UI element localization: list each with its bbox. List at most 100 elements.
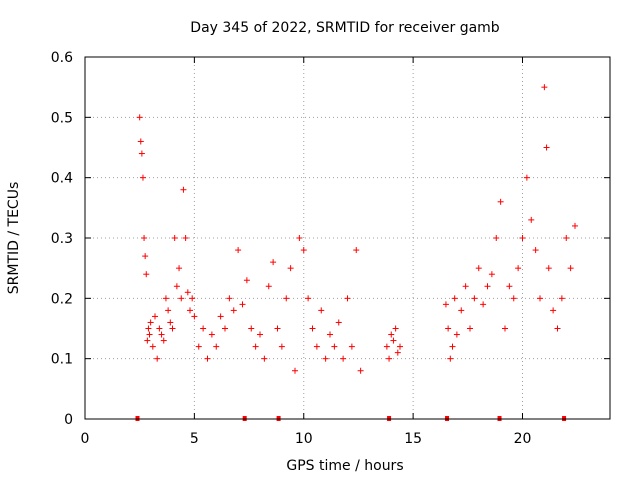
data-point <box>230 307 237 314</box>
data-point <box>156 325 163 332</box>
data-point <box>313 343 320 350</box>
x-tick-label: 5 <box>190 431 199 447</box>
data-point <box>154 355 161 362</box>
data-point <box>278 343 285 350</box>
data-point <box>141 235 148 241</box>
data-point <box>239 301 246 308</box>
data-point <box>451 295 458 302</box>
data-point <box>226 295 233 302</box>
data-point <box>480 301 487 308</box>
data-point <box>287 265 294 272</box>
data-point <box>502 325 508 332</box>
data-point <box>187 307 193 314</box>
y-tick-label: 0.1 <box>51 352 73 368</box>
plot-frame <box>84 56 611 420</box>
y-tick-label: 0 <box>64 412 73 428</box>
data-point <box>191 313 198 320</box>
data-point <box>357 367 364 374</box>
data-point <box>394 349 401 356</box>
data-point <box>543 144 550 151</box>
data-point <box>318 307 325 314</box>
data-point <box>554 325 561 332</box>
data-point <box>235 247 242 254</box>
data-point <box>510 295 517 302</box>
data-point <box>449 343 456 350</box>
y-axis-label: SRMTID / TECUs <box>6 182 22 295</box>
data-point <box>344 295 351 302</box>
data-point <box>167 319 174 326</box>
data-point <box>515 265 522 272</box>
data-point <box>182 235 189 241</box>
data-point <box>471 295 478 302</box>
data-point <box>173 283 180 290</box>
data-point <box>386 355 393 362</box>
data-point <box>340 355 347 362</box>
data-point <box>348 343 355 350</box>
data-point <box>532 247 539 254</box>
data-point <box>353 247 360 254</box>
data-point <box>136 114 143 121</box>
data-point <box>322 355 329 362</box>
data-point <box>142 253 149 260</box>
data-point <box>189 295 196 302</box>
data-point <box>300 247 307 254</box>
data-point <box>147 319 154 326</box>
data-point <box>467 325 473 332</box>
data-point <box>484 283 491 290</box>
data-point <box>309 325 316 332</box>
y-tick-label: 0.6 <box>51 50 73 66</box>
data-point <box>558 295 565 302</box>
data-point <box>160 337 167 344</box>
data-point <box>488 271 495 278</box>
data-point <box>180 186 187 193</box>
x-tick-label: 20 <box>514 431 532 447</box>
data-point <box>506 283 513 290</box>
data-point <box>523 174 530 181</box>
data-point <box>162 295 169 302</box>
data-point <box>139 174 146 181</box>
data-point <box>144 337 151 344</box>
data-point <box>390 337 397 344</box>
data-point <box>204 355 211 362</box>
data-point <box>445 325 452 332</box>
data-point <box>165 307 172 314</box>
data-point <box>541 84 548 91</box>
data-point <box>475 265 482 272</box>
data-point <box>292 367 298 374</box>
x-axis-label: GPS time / hours <box>286 458 403 474</box>
data-point <box>274 325 281 332</box>
data-point <box>296 235 303 241</box>
data-point <box>145 325 152 332</box>
data-point <box>572 222 578 229</box>
x-tick-label: 10 <box>295 431 313 447</box>
axis-ticks <box>84 56 610 420</box>
data-point <box>138 150 145 157</box>
data-point <box>184 289 191 296</box>
data-point <box>178 295 185 302</box>
data-point <box>493 235 500 241</box>
data-point <box>248 325 255 332</box>
data-point <box>252 343 259 350</box>
chart-title: Day 345 of 2022, SRMTID for receiver gam… <box>190 20 500 36</box>
data-point <box>265 283 272 290</box>
data-point <box>335 319 342 326</box>
x-tick-label: 15 <box>404 431 422 447</box>
data-point <box>171 235 178 241</box>
y-tick-label: 0.4 <box>51 171 73 187</box>
data-point <box>217 313 224 320</box>
data-point <box>327 331 333 338</box>
data-point <box>149 343 156 350</box>
data-point <box>563 235 570 241</box>
data-point <box>388 331 395 338</box>
grid-lines <box>85 57 610 419</box>
data-point <box>261 355 268 362</box>
data-point <box>392 325 399 332</box>
data-point <box>146 331 153 338</box>
data-point <box>137 138 144 145</box>
data-point <box>169 325 176 332</box>
data-point <box>143 271 150 278</box>
data-point <box>537 295 543 302</box>
data-point <box>176 265 183 272</box>
data-point <box>208 331 215 338</box>
